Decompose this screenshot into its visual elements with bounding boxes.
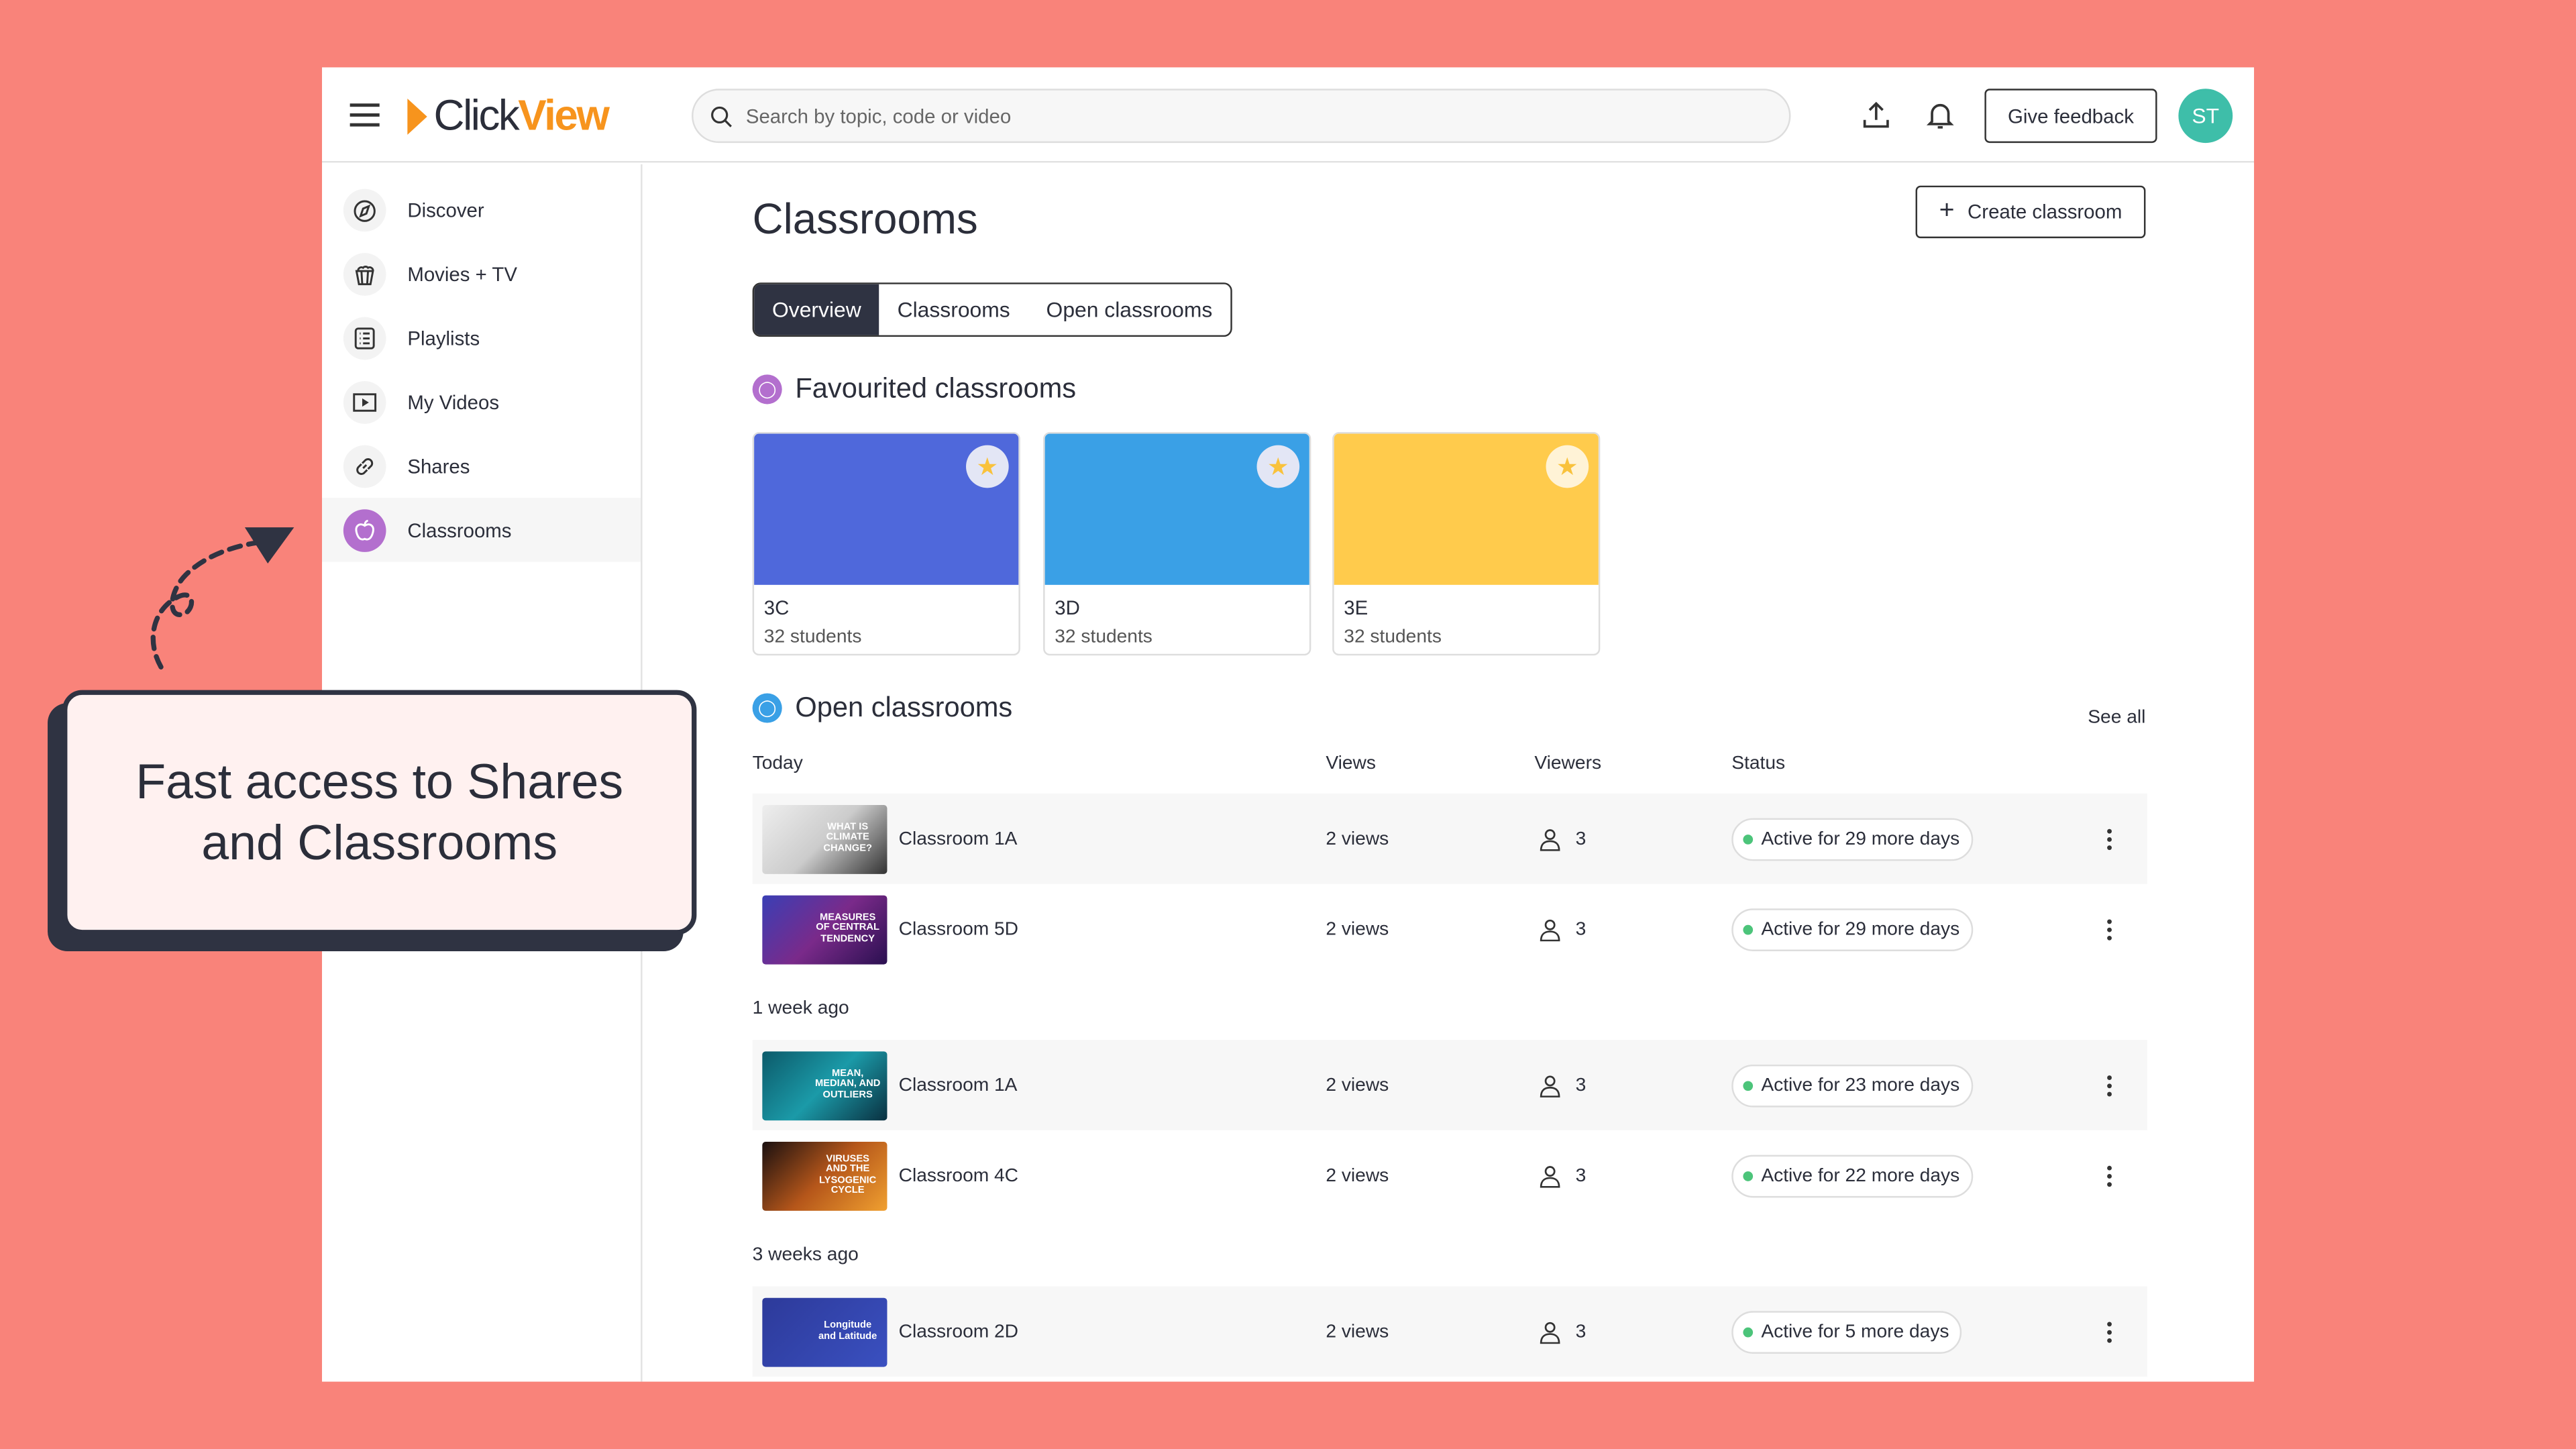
status-badge: Active for 29 more days xyxy=(1731,817,1973,861)
more-options-icon[interactable] xyxy=(2096,1069,2123,1102)
menu-icon[interactable] xyxy=(350,103,380,127)
classroom-name[interactable]: Classroom 5D xyxy=(898,919,1019,939)
user-icon xyxy=(1540,1075,1560,1097)
search-input[interactable] xyxy=(745,104,1732,127)
sidebar-item-discover[interactable]: Discover xyxy=(322,177,641,241)
status-badge: Active for 29 more days xyxy=(1731,908,1973,951)
apple-icon: ◯ xyxy=(752,374,782,405)
status-badge: Active for 22 more days xyxy=(1731,1154,1973,1197)
sidebar-item-playlists[interactable]: Playlists xyxy=(322,306,641,370)
play-icon xyxy=(343,380,386,423)
sidebar: Discover Movies + TV Playlists My Videos… xyxy=(322,164,643,1382)
classroom-name[interactable]: Classroom 1A xyxy=(898,1075,1018,1095)
group-label: 1 week ago xyxy=(752,998,849,1019)
star-icon[interactable]: ★ xyxy=(1546,445,1589,488)
table-row[interactable]: MEAN, MEDIAN, AND OUTLIERS Classroom 1A … xyxy=(752,1040,2147,1130)
status-dot-icon xyxy=(1743,924,1754,934)
callout: Fast access to Shares and Classrooms xyxy=(62,690,697,935)
status-dot-icon xyxy=(1743,1170,1754,1181)
user-icon xyxy=(1540,1165,1560,1187)
views-count: 2 views xyxy=(1326,1075,1389,1095)
column-header-status: Status xyxy=(1731,754,1786,774)
page-title: Classrooms xyxy=(752,193,978,244)
search-icon xyxy=(711,105,732,127)
sidebar-item-movies-tv[interactable]: Movies + TV xyxy=(322,241,641,306)
video-thumbnail[interactable]: Longitude and Latitude xyxy=(762,1297,888,1366)
tab-bar: Overview Classrooms Open classrooms xyxy=(752,282,1232,337)
give-feedback-button[interactable]: Give feedback xyxy=(1984,89,2157,144)
views-count: 2 views xyxy=(1326,919,1389,939)
tab-overview[interactable]: Overview xyxy=(754,284,879,335)
user-icon xyxy=(1540,1321,1560,1344)
search-bar[interactable] xyxy=(692,89,1791,144)
viewers-count: 3 xyxy=(1540,827,1586,851)
open-classrooms-heading: ◯ Open classrooms xyxy=(752,692,1012,724)
viewers-count: 3 xyxy=(1540,1073,1586,1097)
table-row[interactable]: MEASURES OF CENTRAL TENDENCY Classroom 5… xyxy=(753,884,2147,975)
link-icon xyxy=(343,444,386,488)
status-dot-icon xyxy=(1743,833,1754,844)
table-row[interactable]: WHAT IS CLIMATE CHANGE? Classroom 1A 2 v… xyxy=(752,793,2147,884)
classroom-name[interactable]: Classroom 1A xyxy=(898,828,1018,849)
avatar[interactable]: ST xyxy=(2178,89,2233,144)
apple-icon: ◯ xyxy=(752,693,782,723)
see-all-link[interactable]: See all xyxy=(2088,708,2146,728)
table-row[interactable]: Longitude and Latitude Classroom 2D 2 vi… xyxy=(752,1286,2147,1377)
status-dot-icon xyxy=(1743,1326,1754,1337)
viewers-count: 3 xyxy=(1540,1320,1586,1344)
status-badge: Active for 23 more days xyxy=(1731,1063,1973,1107)
sidebar-item-my-videos[interactable]: My Videos xyxy=(322,370,641,434)
sidebar-item-classrooms[interactable]: Classrooms xyxy=(322,498,641,562)
more-options-icon[interactable] xyxy=(2096,1159,2123,1192)
clickview-logo[interactable]: Click View xyxy=(407,91,610,142)
status-dot-icon xyxy=(1743,1080,1754,1090)
views-count: 2 views xyxy=(1326,1165,1389,1185)
create-classroom-button[interactable]: + Create classroom xyxy=(1915,185,2146,239)
popcorn-icon xyxy=(343,252,386,295)
classroom-name[interactable]: Classroom 2D xyxy=(898,1322,1019,1342)
list-icon xyxy=(343,316,386,360)
more-options-icon[interactable] xyxy=(2096,822,2123,855)
video-thumbnail[interactable]: VIRUSES AND THE LYSOGENIC CYCLE xyxy=(762,1140,888,1210)
more-options-icon[interactable] xyxy=(2096,1315,2123,1348)
group-label: 3 weeks ago xyxy=(752,1245,859,1265)
table-row[interactable]: VIRUSES AND THE LYSOGENIC CYCLE Classroo… xyxy=(753,1130,2147,1221)
group-label: Today xyxy=(752,754,803,774)
column-header-views: Views xyxy=(1326,754,1376,774)
star-icon[interactable]: ★ xyxy=(1256,445,1300,488)
classroom-card[interactable]: ★ 3E 32 students xyxy=(1332,432,1601,656)
video-thumbnail[interactable]: WHAT IS CLIMATE CHANGE? xyxy=(762,804,888,873)
views-count: 2 views xyxy=(1326,828,1389,849)
apple-icon xyxy=(343,508,386,551)
sidebar-item-shares[interactable]: Shares xyxy=(322,434,641,498)
favourites-heading: ◯ Favourited classrooms xyxy=(752,373,1076,406)
bell-icon[interactable] xyxy=(1921,95,1960,135)
user-icon xyxy=(1540,828,1560,851)
viewers-count: 3 xyxy=(1540,1164,1586,1187)
more-options-icon[interactable] xyxy=(2096,912,2123,945)
plus-icon: + xyxy=(1939,197,1955,225)
classroom-name[interactable]: Classroom 4C xyxy=(898,1165,1019,1185)
dashed-arrow-icon xyxy=(150,527,294,669)
compass-icon xyxy=(343,188,386,231)
views-count: 2 views xyxy=(1326,1322,1389,1342)
classroom-card[interactable]: ★ 3D 32 students xyxy=(1043,432,1311,656)
viewers-count: 3 xyxy=(1540,918,1586,941)
classroom-card[interactable]: ★ 3C 32 students xyxy=(752,432,1020,656)
star-icon[interactable]: ★ xyxy=(966,445,1009,488)
upload-icon[interactable] xyxy=(1856,95,1896,135)
column-header-viewers: Viewers xyxy=(1534,754,1602,774)
status-badge: Active for 5 more days xyxy=(1731,1310,1963,1353)
tab-classrooms[interactable]: Classrooms xyxy=(897,297,1010,323)
video-thumbnail[interactable]: MEAN, MEDIAN, AND OUTLIERS xyxy=(762,1051,888,1120)
user-icon xyxy=(1540,918,1560,941)
tab-open-classrooms[interactable]: Open classrooms xyxy=(1046,297,1213,323)
video-thumbnail[interactable]: MEASURES OF CENTRAL TENDENCY xyxy=(762,894,888,964)
